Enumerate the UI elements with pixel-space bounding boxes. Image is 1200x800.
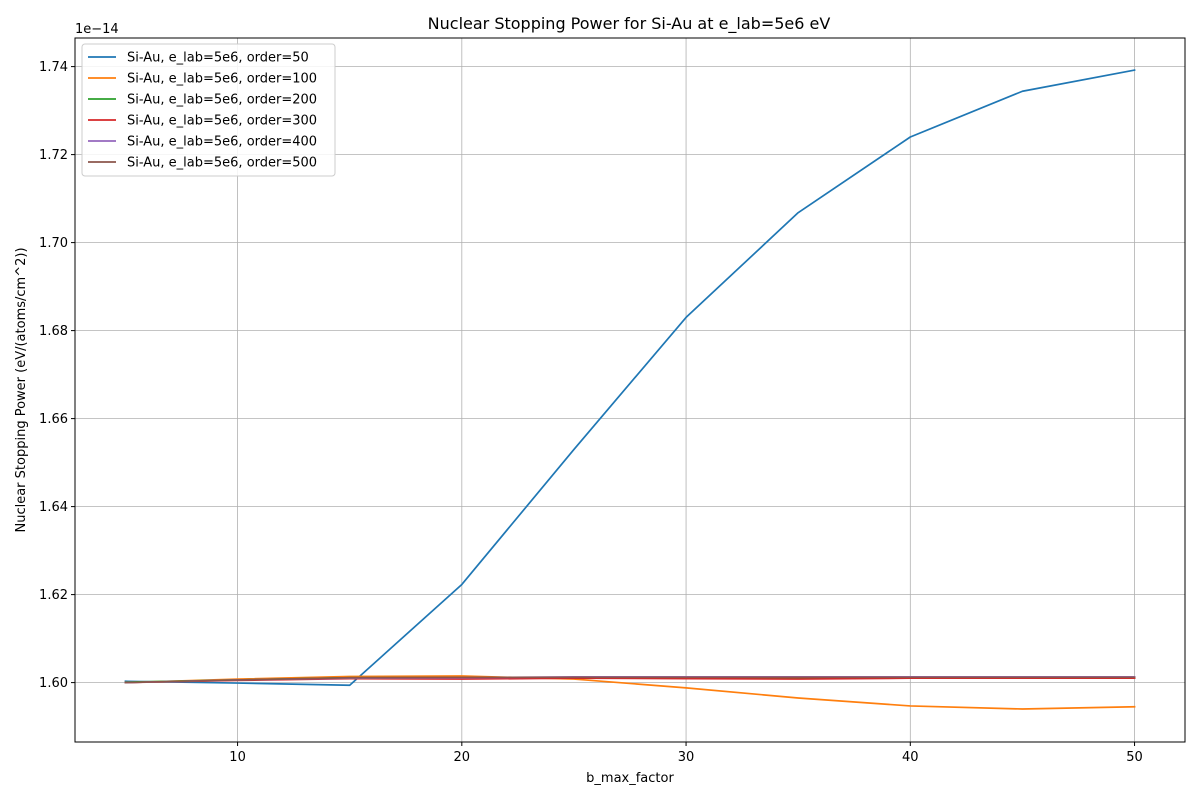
- y-tick-label: 1.60: [39, 676, 68, 691]
- y-tick-label: 1.70: [39, 236, 68, 251]
- y-tick-label: 1.64: [39, 500, 68, 515]
- x-tick-label: 50: [1126, 750, 1143, 765]
- y-tick-label: 1.68: [39, 324, 68, 339]
- x-tick-label: 10: [229, 750, 246, 765]
- series-line-0: [124, 69, 1136, 687]
- legend-entry: Si-Au, e_lab=5e6, order=200: [127, 93, 317, 108]
- y-tick-label: 1.62: [39, 588, 68, 603]
- y-axis-label: Nuclear Stopping Power (eV/(atoms/cm^2)): [14, 247, 29, 532]
- series-line-5: [124, 676, 1136, 684]
- y-tick-label: 1.74: [39, 60, 68, 75]
- y-tick-label: 1.66: [39, 412, 68, 427]
- x-tick-label: 40: [902, 750, 919, 765]
- x-tick-label: 30: [678, 750, 695, 765]
- legend-box: [81, 43, 336, 177]
- series-line-1: [124, 675, 1136, 710]
- x-axis-label: b_max_factor: [586, 771, 674, 786]
- y-tick-label: 1.72: [39, 148, 68, 163]
- legend-entry: Si-Au, e_lab=5e6, order=500: [127, 156, 317, 171]
- plot-frame: [74, 37, 1186, 743]
- legend-entry: Si-Au, e_lab=5e6, order=50: [127, 51, 309, 66]
- series-lines: [124, 69, 1136, 710]
- legend-entry: Si-Au, e_lab=5e6, order=300: [127, 114, 317, 129]
- legend-entry: Si-Au, e_lab=5e6, order=400: [127, 135, 317, 150]
- chart-title: Nuclear Stopping Power for Si-Au at e_la…: [428, 14, 831, 34]
- legend: Si-Au, e_lab=5e6, order=50 Si-Au, e_lab=5…: [81, 43, 336, 177]
- x-tick-label: 20: [454, 750, 471, 765]
- legend-entry: Si-Au, e_lab=5e6, order=100: [127, 72, 317, 87]
- y-offset-label: 1e−14: [75, 22, 119, 37]
- axis-ticks: 10 20 30 40 50 1.60 1.62 1.64 1.66 1.68 1.70 1.72 1.…: [39, 60, 1143, 765]
